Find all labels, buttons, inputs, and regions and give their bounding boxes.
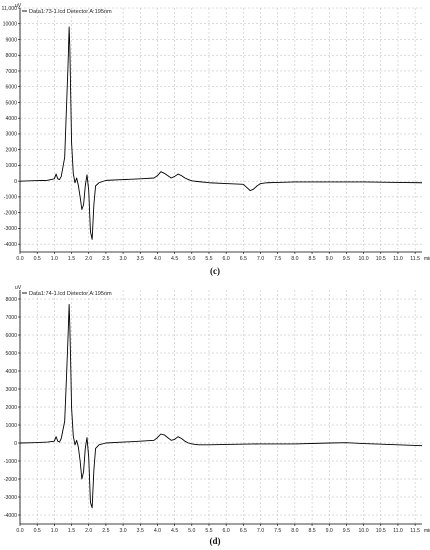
legend: Data1:74-1.lcd Detector A:195nm: [22, 291, 112, 297]
y-unit-label: uV: [15, 3, 22, 9]
y-tick-label: 10000: [3, 22, 18, 28]
y-tick-label: -1000: [4, 195, 17, 201]
y-tick-label: -4000: [4, 242, 17, 248]
x-tick-label: 6.0: [223, 528, 230, 534]
x-tick-label: 4.5: [171, 256, 178, 262]
y-tick-label: 11,000: [2, 6, 18, 12]
y-tick-label: 5000: [5, 351, 17, 357]
panel-caption-d: (d): [209, 536, 221, 546]
x-tick-label: 10.0: [359, 528, 369, 534]
y-tick-label: 0: [14, 441, 17, 447]
y-tick-label: 0: [14, 179, 17, 185]
y-tick-label: 1000: [5, 163, 17, 169]
x-tick-label: 3.0: [119, 256, 126, 262]
legend-label: Data1:73-1.lcd Detector A:195nm: [29, 9, 112, 15]
x-tick-label: 3.0: [119, 528, 126, 534]
panel-caption-c: (c): [210, 266, 220, 276]
y-tick-label: 4000: [5, 116, 17, 122]
chromatogram-panel-d: -4000 -3000 -2000 -1000 0 1000 2000 3000 4000 500…: [0, 281, 430, 550]
y-tick-label: -2000: [4, 477, 17, 483]
grid: [19, 290, 422, 524]
y-tick-label: -1000: [4, 459, 17, 465]
grid: [19, 7, 422, 252]
x-tick-label: 1.0: [51, 256, 58, 262]
legend: Data1:73-1.lcd Detector A:195nm: [22, 9, 112, 15]
x-tick-label: 6.5: [240, 256, 247, 262]
y-tick-label: 8000: [5, 53, 17, 59]
x-tick-label: 8.5: [308, 256, 315, 262]
x-tick-label: 6.5: [240, 528, 247, 534]
x-tick-label: 7.0: [257, 528, 264, 534]
x-tick-label: 0.0: [16, 256, 23, 262]
x-tick-label: 11.5: [410, 256, 420, 262]
y-tick-label: 8000: [5, 297, 17, 303]
y-unit-label: uV: [15, 285, 22, 291]
y-tick-label: 1000: [5, 423, 17, 429]
x-tick-label: 11.0: [393, 528, 403, 534]
x-tick-label: 10.0: [359, 256, 369, 262]
x-tick-label: 8.0: [291, 528, 298, 534]
y-tick-label: 6000: [5, 333, 17, 339]
y-tick-label: 7000: [5, 315, 17, 321]
x-tick-label: 5.0: [188, 528, 195, 534]
y-tick-label: 6000: [5, 85, 17, 91]
x-tick-label: 6.0: [223, 256, 230, 262]
x-tick-label: 11.0: [393, 256, 403, 262]
y-tick-label: 7000: [5, 69, 17, 75]
x-tick-label: 4.5: [171, 528, 178, 534]
x-tick-label: 5.5: [205, 528, 212, 534]
x-tick-label: 9.0: [326, 256, 333, 262]
x-tick-label: 4.0: [154, 528, 161, 534]
y-tick-label: 3000: [5, 387, 17, 393]
x-tick-label: 10.5: [376, 528, 386, 534]
chromatogram-c: -4000 -3000 -2000 -1000 0 1000 2000 3000 4000 500…: [2, 3, 430, 262]
x-tick-label: 5.0: [188, 256, 195, 262]
chromatogram-d: -4000 -3000 -2000 -1000 0 1000 2000 3000 4000 500…: [4, 285, 430, 534]
x-tick-label: 2.5: [102, 256, 109, 262]
y-tick-label: 3000: [5, 132, 17, 138]
chromatogram-panel-c: -4000 -3000 -2000 -1000 0 1000 2000 3000 4000 500…: [2, 3, 430, 276]
x-tick-label: 2.0: [85, 256, 92, 262]
y-tick-label: -3000: [4, 226, 17, 232]
y-tick-label: 2000: [5, 405, 17, 411]
x-unit-label: min: [424, 256, 430, 262]
x-tick-label: 0.5: [34, 528, 41, 534]
x-tick-label: 9.5: [343, 528, 350, 534]
y-tick-label: 9000: [5, 37, 17, 43]
x-tick-label: 2.5: [102, 528, 109, 534]
x-tick-label: 3.5: [137, 528, 144, 534]
y-tick-label: -3000: [4, 495, 17, 501]
x-tick-label: 7.0: [257, 256, 264, 262]
x-tick-label: 1.5: [68, 528, 75, 534]
series-line: [19, 26, 423, 240]
x-tick-label: 5.5: [205, 256, 212, 262]
x-tick-label: 1.5: [68, 256, 75, 262]
x-tick-label: 4.0: [154, 256, 161, 262]
legend-label: Data1:74-1.lcd Detector A:195nm: [29, 291, 112, 297]
series-line: [19, 303, 423, 509]
x-tick-label: 3.5: [137, 256, 144, 262]
x-tick-label: 0.5: [34, 256, 41, 262]
x-tick-label: 9.5: [343, 256, 350, 262]
x-tick-label: 7.5: [274, 528, 281, 534]
y-tick-label: 5000: [5, 100, 17, 106]
x-tick-label: 1.0: [51, 528, 58, 534]
x-tick-label: 0.0: [16, 528, 23, 534]
x-tick-label: 11.5: [410, 528, 420, 534]
x-tick-label: 2.0: [85, 528, 92, 534]
y-tick-label: 2000: [5, 147, 17, 153]
x-tick-label: 8.5: [308, 528, 315, 534]
x-tick-label: 9.0: [326, 528, 333, 534]
y-tick-label: -2000: [4, 210, 17, 216]
y-tick-label: -4000: [4, 513, 17, 519]
x-unit-label: min: [424, 528, 430, 534]
x-tick-label: 10.5: [376, 256, 386, 262]
x-tick-label: 8.0: [291, 256, 298, 262]
y-tick-label: 4000: [5, 369, 17, 375]
x-tick-label: 7.5: [274, 256, 281, 262]
